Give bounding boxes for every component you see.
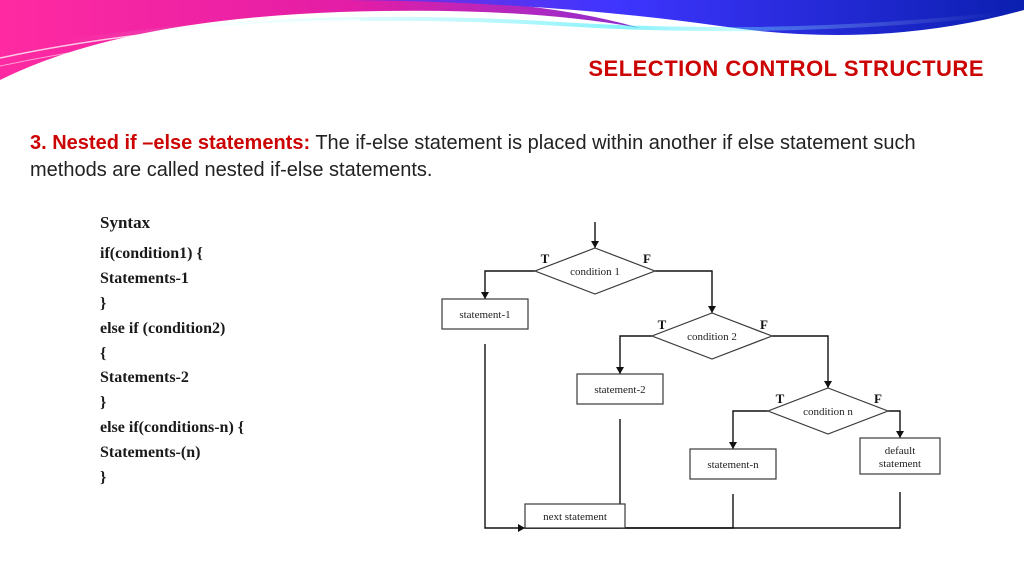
syntax-line: Statements-2 <box>100 366 400 391</box>
slide-root: { "colors": { "title": "#cc0404", "lead"… <box>0 0 1024 576</box>
syntax-heading: Syntax <box>100 210 400 236</box>
description-paragraph: 3. Nested if –else statements: The if-el… <box>30 130 994 184</box>
syntax-line: else if (condition2) <box>100 317 400 342</box>
svg-text:F: F <box>760 317 768 332</box>
svg-text:T: T <box>541 251 550 266</box>
syntax-line: if(condition1) { <box>100 242 400 267</box>
svg-text:F: F <box>874 391 882 406</box>
svg-text:default: default <box>885 445 916 457</box>
svg-text:statement-1: statement-1 <box>459 309 510 321</box>
svg-text:T: T <box>776 391 785 406</box>
svg-text:F: F <box>643 251 651 266</box>
syntax-line: else if(conditions-n) { <box>100 416 400 441</box>
syntax-line: } <box>100 292 400 317</box>
svg-text:statement-n: statement-n <box>707 459 759 471</box>
syntax-line: Statements-(n) <box>100 441 400 466</box>
syntax-line: } <box>100 466 400 491</box>
syntax-line: } <box>100 391 400 416</box>
syntax-lines: if(condition1) { Statements-1}else if (c… <box>100 242 400 490</box>
svg-text:condition 1: condition 1 <box>570 266 620 278</box>
header-swoosh <box>0 0 1024 100</box>
syntax-line: Statements-1 <box>100 267 400 292</box>
syntax-block: Syntax if(condition1) { Statements-1}els… <box>100 210 400 490</box>
flowchart-diagram: condition 1 statement-1 condition 2 stateme… <box>430 216 950 546</box>
svg-text:condition 2: condition 2 <box>687 331 737 343</box>
desc-lead: 3. Nested if –else statements: <box>30 132 310 154</box>
slide-title: SELECTION CONTROL STRUCTURE <box>588 56 984 82</box>
svg-text:T: T <box>658 317 667 332</box>
svg-text:statement: statement <box>879 458 921 470</box>
svg-text:condition n: condition n <box>803 406 853 418</box>
syntax-line: { <box>100 342 400 367</box>
svg-text:next statement: next statement <box>543 511 607 523</box>
svg-text:statement-2: statement-2 <box>594 384 645 396</box>
